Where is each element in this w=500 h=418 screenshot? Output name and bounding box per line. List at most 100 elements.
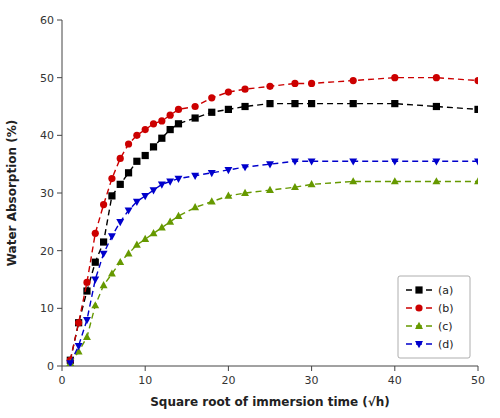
point	[291, 100, 298, 107]
point	[108, 233, 116, 240]
y-tick	[57, 308, 62, 309]
point	[66, 360, 74, 366]
point	[391, 177, 399, 184]
point	[350, 100, 357, 107]
y-tick	[57, 366, 62, 367]
point	[91, 301, 99, 308]
series-line	[70, 181, 478, 363]
y-tick-label: 40	[40, 129, 54, 142]
point	[266, 100, 273, 107]
point	[291, 183, 299, 190]
point	[125, 249, 133, 256]
x-tick	[145, 366, 146, 371]
series-line	[70, 104, 478, 361]
point	[141, 193, 149, 200]
point	[166, 218, 174, 225]
point	[225, 106, 232, 113]
chart: 010203040500102030405060Square root of i…	[0, 0, 500, 418]
point	[83, 279, 90, 286]
y-tick	[57, 135, 62, 136]
series	[67, 74, 478, 364]
point	[432, 158, 440, 165]
point	[125, 140, 132, 147]
point	[117, 155, 124, 162]
series-line	[70, 78, 478, 361]
point	[91, 277, 99, 284]
legend-marker	[415, 341, 423, 348]
point	[241, 189, 249, 196]
y-tick-label: 20	[40, 245, 54, 258]
point	[308, 158, 316, 165]
point	[142, 126, 149, 133]
point	[432, 177, 440, 184]
point	[433, 103, 440, 110]
point	[158, 181, 166, 188]
y-tick	[57, 250, 62, 251]
x-axis-label: Square root of immersion time (√h)	[150, 395, 390, 409]
point	[150, 120, 157, 127]
y-tick-label: 30	[40, 187, 54, 200]
point	[125, 169, 132, 176]
point	[391, 158, 399, 165]
point	[208, 94, 215, 101]
point	[117, 181, 124, 188]
point	[150, 143, 157, 150]
point	[391, 74, 398, 81]
x-tick	[228, 366, 229, 371]
series	[66, 158, 478, 366]
x-tick-label: 20	[221, 374, 235, 387]
x-tick	[62, 366, 63, 371]
point	[291, 158, 299, 165]
x-tick-label: 10	[138, 374, 152, 387]
point	[191, 203, 199, 210]
point	[266, 83, 273, 90]
x-tick-label: 0	[59, 374, 66, 387]
point	[241, 86, 248, 93]
point	[474, 177, 478, 184]
legend-label: (b)	[438, 302, 454, 315]
point	[150, 229, 158, 236]
point	[92, 259, 99, 266]
y-tick-label: 10	[40, 302, 54, 315]
x-axis-line	[62, 366, 478, 367]
point	[241, 103, 248, 110]
point	[175, 106, 182, 113]
point	[308, 100, 315, 107]
y-tick-label: 60	[40, 14, 54, 27]
point	[133, 199, 141, 206]
point	[166, 179, 174, 186]
point	[350, 77, 357, 84]
series-line	[70, 161, 478, 363]
legend-marker	[415, 304, 422, 311]
point	[75, 343, 83, 350]
point	[349, 177, 357, 184]
legend-label: (c)	[438, 320, 453, 333]
y-axis-label: Water Absorption (%)	[5, 120, 19, 266]
point	[474, 77, 478, 84]
x-tick	[394, 366, 395, 371]
point	[142, 152, 149, 159]
point	[150, 187, 158, 194]
plot-area	[66, 74, 478, 366]
point	[391, 100, 398, 107]
point	[83, 333, 91, 340]
point	[208, 197, 216, 204]
point	[291, 80, 298, 87]
point	[158, 117, 165, 124]
x-tick	[478, 366, 479, 371]
point	[100, 251, 108, 258]
axes: 010203040500102030405060	[40, 14, 485, 387]
point	[116, 258, 124, 265]
point	[192, 114, 199, 121]
point	[225, 88, 232, 95]
point	[308, 80, 315, 87]
point	[349, 158, 357, 165]
point	[108, 175, 115, 182]
point	[116, 219, 124, 226]
point	[175, 120, 182, 127]
series	[67, 100, 478, 364]
point	[133, 241, 141, 248]
legend-label: (d)	[438, 338, 454, 351]
point	[308, 180, 316, 187]
point	[167, 112, 174, 119]
